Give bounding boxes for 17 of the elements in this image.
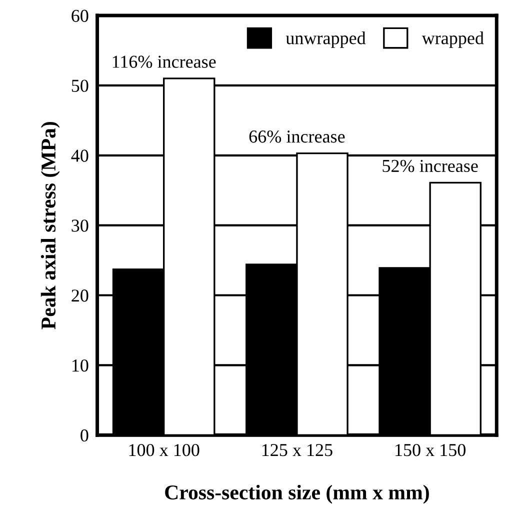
legend-label: wrapped [422,32,484,48]
annotation: 116% increase [112,56,216,68]
x-tick-label: 150 x 150 [396,444,466,456]
annotation: 52% increase [382,160,478,172]
y-tick-label: 50 [72,80,88,92]
y-tick-label: 30 [72,220,88,232]
y-tick-label: 40 [71,150,88,162]
y-tick-label: 0 [80,429,88,442]
x-tick-label: 125 x 125 [262,444,332,456]
y-tick-label: 20 [72,290,88,302]
y-tick-label: 10 [72,359,88,372]
x-tick-label: 100 x 100 [129,444,200,456]
x-axis-title: Cross-section size (mm x mm) [165,484,429,504]
y-axis-title: Peak axial stress (MPa) [40,122,60,330]
y-tick-label: 60 [72,10,88,22]
annotation: 66% increase [249,130,345,143]
legend-label: unwrapped [286,32,366,48]
